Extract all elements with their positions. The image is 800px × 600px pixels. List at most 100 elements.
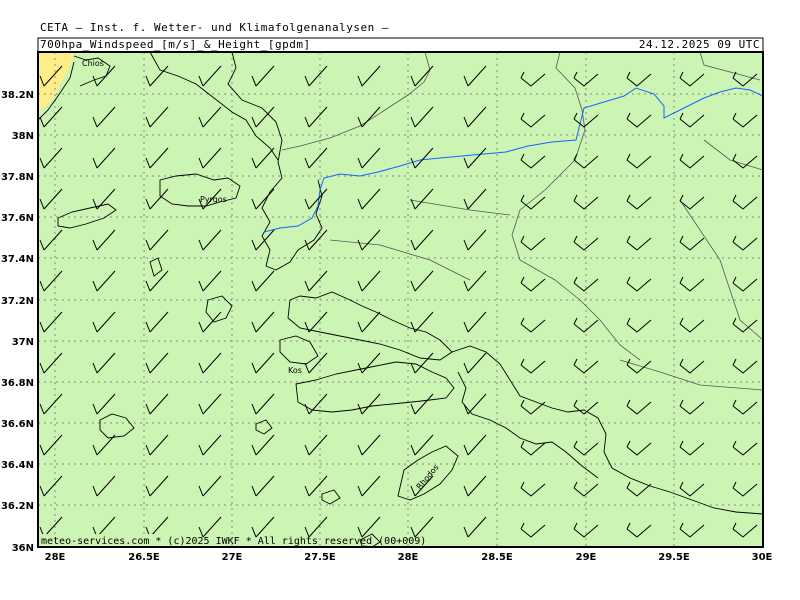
wind-barb — [251, 475, 275, 497]
place-label-pyrgos: Pyrgos — [200, 195, 227, 204]
wind-barb — [732, 235, 758, 251]
wind-barb — [573, 71, 599, 87]
lat-tick: 36N — [12, 543, 34, 554]
wind-barb — [357, 393, 381, 415]
wind-barb — [463, 311, 487, 333]
wind-barb — [304, 106, 328, 128]
wind-barb — [732, 358, 758, 374]
wind-barb — [357, 106, 381, 128]
wind-barb — [39, 270, 63, 292]
wind-barb — [410, 270, 434, 292]
wind-barb — [39, 229, 63, 251]
wind-barb — [357, 270, 381, 292]
wind-barb — [520, 440, 546, 456]
lon-tick: 29E — [576, 552, 597, 563]
wind-barb — [39, 434, 63, 456]
wind-barb — [679, 235, 705, 251]
wind-barb — [520, 358, 546, 374]
wind-barb — [304, 311, 328, 333]
wind-barb — [463, 188, 487, 210]
wind-barb — [251, 311, 275, 333]
wind-barb — [410, 352, 434, 374]
wind-barb — [198, 475, 222, 497]
wind-barb — [679, 399, 705, 415]
wind-barb — [573, 358, 599, 374]
wind-barb — [626, 153, 652, 169]
lon-tick: 27.5E — [304, 552, 336, 563]
graticule — [38, 52, 763, 547]
wind-barb — [679, 358, 705, 374]
wind-barb — [251, 516, 275, 538]
wind-barb — [626, 71, 652, 87]
wind-barb — [410, 229, 434, 251]
source-title: CETA — Inst. f. Wetter- und Klimafolgena… — [40, 21, 390, 34]
wind-barb — [732, 276, 758, 292]
wind-barb — [251, 229, 275, 251]
wind-barb — [251, 106, 275, 128]
wind-barb — [520, 522, 546, 538]
wind-barb — [357, 311, 381, 333]
wind-barb — [679, 112, 705, 128]
place-label-kos: Kos — [288, 366, 302, 375]
wind-barb — [732, 399, 758, 415]
wind-barb — [410, 147, 434, 169]
lat-tick: 37.8N — [1, 172, 34, 183]
wind-barb — [626, 276, 652, 292]
wind-barb — [92, 188, 116, 210]
wind-barb — [304, 434, 328, 456]
wind-barb — [573, 194, 599, 210]
wind-barb — [732, 317, 758, 333]
country-borders — [281, 51, 764, 391]
wind-barb — [463, 434, 487, 456]
wind-barb — [198, 147, 222, 169]
lon-tick: 30E — [752, 552, 773, 563]
wind-barb — [410, 311, 434, 333]
wind-barb — [520, 112, 546, 128]
wind-barb — [39, 65, 63, 87]
wind-barb — [626, 399, 652, 415]
wind-barb — [145, 270, 169, 292]
wind-barb — [626, 112, 652, 128]
lon-tick: 28E — [398, 552, 419, 563]
wind-barb — [732, 153, 758, 169]
wind-barb — [679, 153, 705, 169]
wind-barb — [304, 516, 328, 538]
lat-tick: 37.2N — [1, 296, 34, 307]
wind-barb — [198, 270, 222, 292]
wind-barb — [145, 393, 169, 415]
wind-barb — [732, 522, 758, 538]
wind-barb — [251, 65, 275, 87]
wind-barb — [410, 516, 434, 538]
wind-barb — [410, 434, 434, 456]
lat-tick: 36.6N — [1, 419, 34, 430]
wind-barb — [520, 276, 546, 292]
wind-barb — [732, 194, 758, 210]
low-wind-area — [38, 52, 74, 110]
wind-barb — [463, 516, 487, 538]
wind-barb — [463, 393, 487, 415]
wind-barb — [573, 112, 599, 128]
wind-barb — [732, 71, 758, 87]
lat-tick: 36.2N — [1, 501, 34, 512]
wind-barb — [92, 270, 116, 292]
valid-time: 24.12.2025 09 UTC — [638, 38, 760, 51]
wind-barb — [145, 352, 169, 374]
wind-barb — [198, 311, 222, 333]
lon-tick: 26.5E — [128, 552, 160, 563]
wind-barb — [39, 106, 63, 128]
wind-barb — [251, 188, 275, 210]
wind-barb — [732, 440, 758, 456]
wind-barb — [304, 475, 328, 497]
wind-barb — [39, 352, 63, 374]
wind-barb — [145, 475, 169, 497]
wind-barb — [679, 317, 705, 333]
wind-barb — [573, 235, 599, 251]
wind-barb — [39, 147, 63, 169]
wind-barb — [573, 440, 599, 456]
copyright-text: meteo-services.com * (c)2025 IWKF * All … — [41, 536, 426, 547]
wind-barb — [463, 475, 487, 497]
wind-barb — [520, 317, 546, 333]
wind-barb — [92, 475, 116, 497]
wind-barb — [39, 393, 63, 415]
